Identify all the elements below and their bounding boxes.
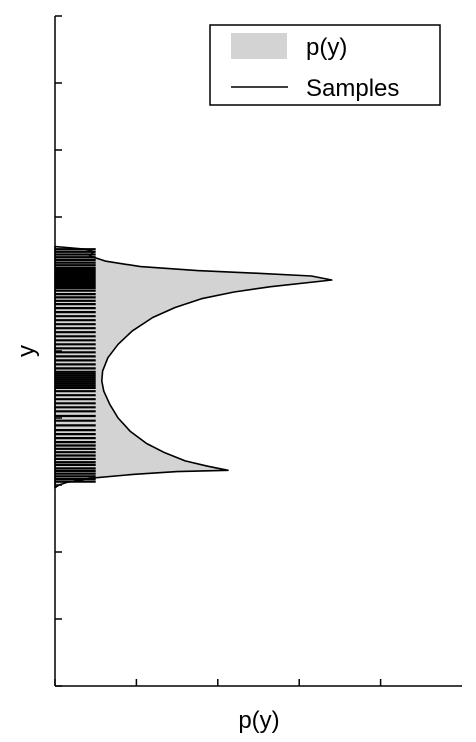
axes [54, 15, 462, 687]
samples-rug [55, 248, 96, 483]
density-area [54, 245, 333, 489]
y-axis-label: y [13, 345, 40, 357]
plot-area [54, 245, 333, 489]
legend-swatch-density [231, 33, 287, 59]
y-ticks [55, 15, 62, 687]
legend: p(y) Samples [209, 24, 441, 106]
x-ticks [54, 679, 382, 686]
legend-label-density: p(y) [306, 34, 347, 61]
legend-label-samples: Samples [306, 75, 399, 102]
x-axis-label: p(y) [238, 707, 279, 734]
